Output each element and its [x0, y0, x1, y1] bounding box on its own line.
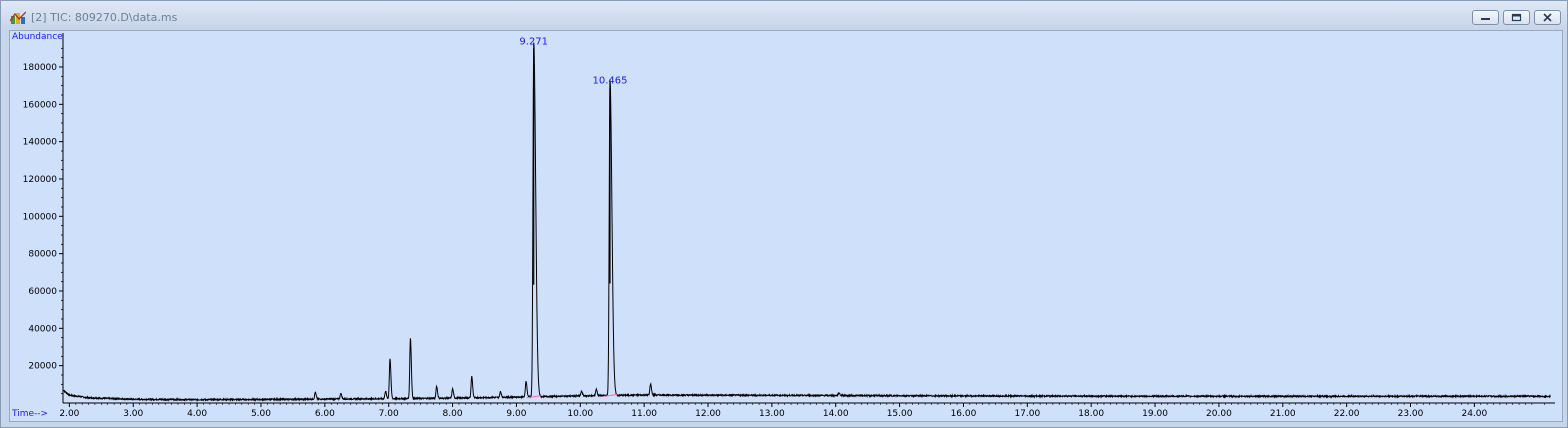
- peak-label: 10.465: [592, 76, 627, 87]
- x-tick-label: 20.00: [1206, 409, 1232, 419]
- x-tick-label: 18.00: [1078, 409, 1104, 419]
- y-tick-label: 180000: [23, 63, 58, 73]
- y-tick-label: 120000: [23, 175, 58, 185]
- peak-label: 9.271: [519, 36, 548, 47]
- x-tick-label: 8.00: [443, 409, 463, 419]
- integration-marker: [526, 395, 541, 399]
- integration-marker: [602, 393, 618, 397]
- y-tick-label: 100000: [23, 212, 58, 222]
- y-tick-label: 140000: [23, 138, 58, 148]
- x-tick-label: 10.00: [567, 409, 593, 419]
- restore-icon: [1511, 13, 1522, 22]
- x-tick-label: 4.00: [187, 409, 207, 419]
- chart-area[interactable]: 20000 40000 60000 80000 100000 120000 140000 16…: [9, 30, 1563, 422]
- x-tick-label: 19.00: [1142, 409, 1168, 419]
- close-button[interactable]: [1534, 10, 1561, 25]
- x-tick-label: 13.00: [759, 409, 785, 419]
- y-axis-label: Abundance: [12, 32, 63, 42]
- window-title: [2] TIC: 809270.D\data.ms: [31, 11, 178, 24]
- y-tick-label: 160000: [23, 100, 58, 110]
- restore-button[interactable]: [1503, 10, 1530, 25]
- y-tick-label: 20000: [28, 362, 57, 372]
- x-tick-label: 6.00: [315, 409, 335, 419]
- x-tick-label: 7.00: [379, 409, 399, 419]
- chromatogram-chart[interactable]: 20000 40000 60000 80000 100000 120000 140000 16…: [10, 31, 1562, 421]
- minimize-icon: [1481, 18, 1490, 20]
- x-tick-label: 5.00: [251, 409, 271, 419]
- tic-trace: [62, 42, 1551, 402]
- x-tick-label: 11.00: [631, 409, 657, 419]
- y-tick-label: 40000: [28, 324, 57, 334]
- x-tick-label: 16.00: [951, 409, 977, 419]
- x-tick-label: 12.00: [695, 409, 721, 419]
- x-tick-label: 2.00: [59, 409, 79, 419]
- x-tick-label: 22.00: [1334, 409, 1360, 419]
- x-tick-label: 24.00: [1461, 409, 1487, 419]
- y-tick-label: 80000: [28, 250, 57, 260]
- x-tick-label: 14.00: [823, 409, 849, 419]
- x-tick-label: 3.00: [123, 409, 143, 419]
- y-tick-label: 60000: [28, 287, 57, 297]
- chemstation-app-icon: [10, 11, 26, 24]
- x-tick-label: 21.00: [1270, 409, 1296, 419]
- title-bar[interactable]: [2] TIC: 809270.D\data.ms: [1, 1, 1567, 30]
- close-icon: [1543, 13, 1552, 22]
- x-tick-label: 17.00: [1014, 409, 1040, 419]
- x-tick-label: 15.00: [887, 409, 913, 419]
- x-tick-label: 23.00: [1398, 409, 1424, 419]
- x-tick-label: 9.00: [506, 409, 526, 419]
- x-axis-label: Time-->: [12, 409, 49, 419]
- minimize-button[interactable]: [1472, 10, 1499, 25]
